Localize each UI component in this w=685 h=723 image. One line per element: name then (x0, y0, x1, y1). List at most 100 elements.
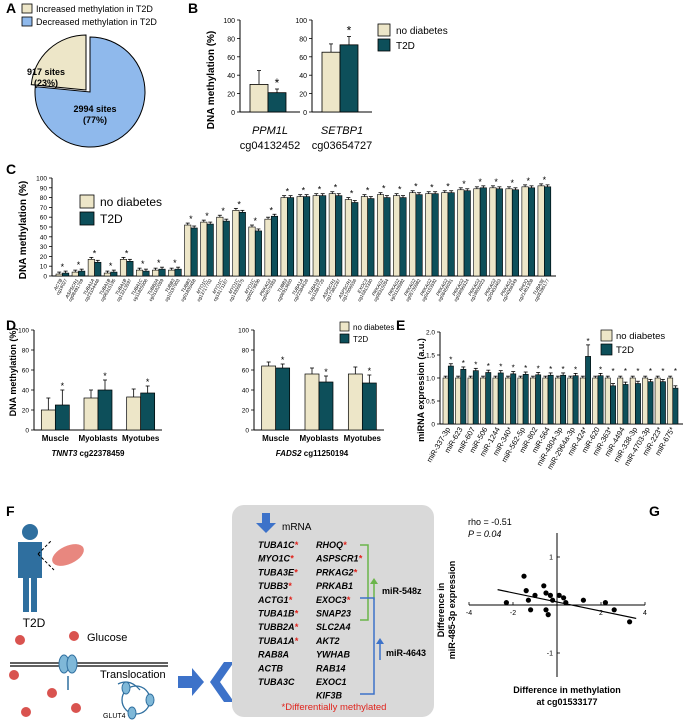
c-bar-no-diabetes (296, 196, 304, 277)
c-bar-no-diabetes (200, 221, 208, 277)
slice-label-increased-pct: (23%) (34, 78, 58, 88)
gene-name: SLC2A4 (316, 622, 351, 632)
d-ytick-label-0: 20 (22, 408, 30, 415)
e-ytick-label: 0.5 (426, 399, 435, 406)
d-ytick-label-0: 0 (25, 428, 29, 435)
legend-c-swatch-no-diabetes (79, 194, 95, 209)
b-bar-no-diabetes-1 (321, 51, 341, 113)
c-ytick-label: 30 (40, 244, 48, 251)
e-sig-star: * (549, 365, 552, 374)
mrna-label: mRNA (282, 522, 312, 533)
person-label-t2d: T2D (23, 616, 46, 630)
panel-d-ylabel: DNA methylation (%) (8, 328, 18, 417)
c-bar-t2d (415, 194, 423, 277)
e-bar-no-diabetes (467, 377, 474, 425)
zoom-line-upper (37, 539, 53, 555)
c-bar-t2d (383, 197, 391, 277)
e-sig-star: * (636, 367, 639, 376)
d-sig-star: * (324, 367, 328, 377)
legend-d-swatch-t2d (339, 333, 350, 344)
e-bar-no-diabetes (442, 377, 449, 425)
d-bar-t2d (275, 367, 291, 431)
pie-slice-decreased (34, 36, 146, 148)
gene-name: TUBB3* (258, 581, 292, 591)
c-bar-t2d (447, 192, 455, 277)
c-sig-star: * (382, 184, 386, 194)
c-ytick-label: 0 (43, 274, 47, 281)
c-bar-no-diabetes (280, 197, 288, 277)
e-bar-no-diabetes (667, 377, 674, 425)
translocation-arrow (117, 681, 141, 691)
c-bar-no-diabetes (152, 269, 160, 277)
e-bar-no-diabetes (492, 377, 499, 425)
e-sig-star: * (512, 364, 515, 373)
c-bar-t2d (158, 268, 166, 277)
panel-g-scatter: -4 -2 2 4 1 -1 (466, 533, 647, 677)
c-bar-no-diabetes (537, 185, 545, 277)
d-bar-t2d (361, 382, 377, 431)
e-bar-t2d (659, 381, 666, 425)
c-sig-star: * (77, 260, 81, 270)
b-ytick-label-0: 60 (227, 55, 235, 62)
c-bar-t2d (367, 198, 375, 277)
e-bar-t2d (497, 372, 504, 425)
d-ytick-label-0: 80 (22, 348, 30, 355)
c-sig-star: * (462, 179, 466, 189)
mir-4643-label: miR-4643 (386, 648, 426, 658)
c-sig-star: * (253, 216, 257, 226)
c-bar-t2d (479, 187, 487, 277)
g-scatter-point (525, 597, 532, 603)
mir-548z-label: miR-548z (382, 586, 422, 596)
c-bar-no-diabetes (248, 226, 256, 277)
c-bar-t2d (287, 197, 295, 277)
c-bar-no-diabetes (55, 273, 63, 277)
c-sig-star: * (109, 261, 113, 271)
e-bar-no-diabetes (604, 377, 611, 425)
c-bar-t2d (174, 268, 182, 277)
panel-label-e: E (396, 317, 405, 333)
gene-name: ASPSCR1* (315, 554, 363, 564)
c-bar-t2d (190, 227, 198, 277)
c-ytick-label: 70 (40, 205, 48, 212)
g-scatter-point (528, 607, 534, 613)
e-ytick-label: 2.0 (426, 330, 435, 337)
d-bar-t2d (54, 404, 70, 431)
c-bar-no-diabetes (505, 188, 513, 277)
g-scatter-point (627, 619, 633, 625)
legend-decreased: Decreased methylation in T2D (36, 17, 157, 27)
c-bar-t2d (206, 223, 214, 277)
e-sig-star: * (537, 364, 540, 373)
c-bar-t2d (511, 189, 519, 277)
c-ytick-label: 50 (40, 225, 48, 232)
e-bar-t2d (560, 374, 567, 425)
muscle-icon (52, 544, 84, 566)
e-bar-no-diabetes (579, 377, 586, 425)
e-bar-no-diabetes (455, 377, 462, 425)
panel-label-f: F (6, 503, 15, 519)
panel-label-b: B (188, 0, 198, 16)
g-scatter-point (611, 607, 617, 613)
c-bar-no-diabetes (393, 195, 401, 277)
down-arrow-icon (256, 513, 276, 533)
d-bar-no-diabetes (347, 373, 363, 431)
d-sig-star: * (103, 371, 107, 381)
zoom-line-lower (37, 553, 55, 571)
c-bar-t2d (431, 193, 439, 277)
c-bar-t2d (303, 196, 311, 277)
b-ytick-label-1: 40 (299, 73, 307, 80)
gene-name: TUBA3E* (258, 567, 298, 577)
g-pvalue: P = 0.04 (468, 529, 501, 539)
panel-d-fads2-title: FADS2 cg11250194 (276, 449, 349, 458)
gene-name: PRKAB1 (316, 581, 353, 591)
c-sig-star: * (527, 176, 531, 186)
c-bar-t2d (527, 187, 536, 277)
e-bar-t2d (547, 374, 554, 425)
d-sig-star: * (146, 377, 150, 387)
slice-label-increased-count: 917 sites (27, 67, 65, 77)
b-ytick-label-1: 100 (295, 18, 307, 25)
pie-chart (30, 34, 146, 148)
g-scatter-point (523, 588, 529, 594)
c-sig-star: * (414, 182, 418, 192)
c-gene-label: TUBB3 (180, 278, 192, 294)
